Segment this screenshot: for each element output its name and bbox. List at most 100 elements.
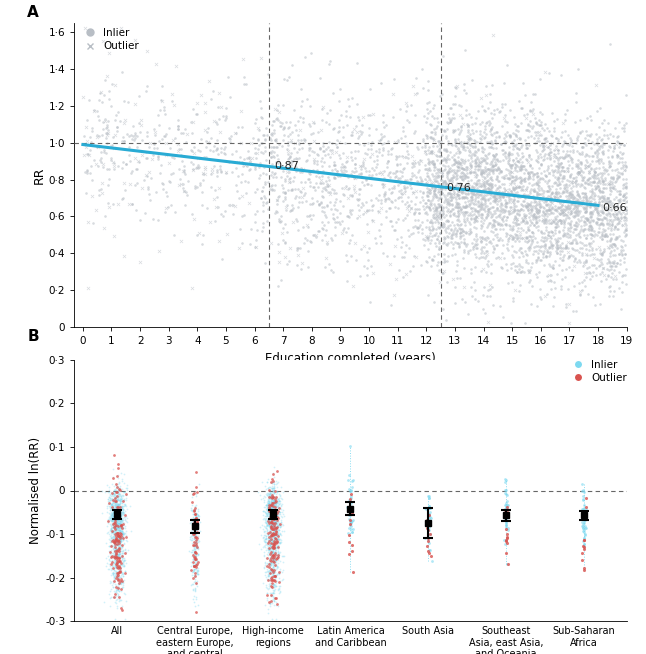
Point — [118, 547, 128, 558]
Point — [527, 258, 537, 268]
Point — [586, 191, 596, 201]
Point — [450, 157, 461, 167]
Point — [426, 254, 437, 264]
Point — [189, 534, 199, 544]
Point — [187, 594, 198, 604]
Point — [527, 209, 537, 220]
Point — [277, 183, 287, 194]
Point — [266, 539, 276, 549]
Point — [211, 144, 222, 154]
Point — [539, 133, 550, 143]
Point — [604, 179, 614, 190]
Point — [317, 114, 328, 125]
Point — [112, 519, 122, 530]
Point — [269, 526, 280, 537]
Point — [110, 555, 120, 566]
Point — [113, 504, 123, 515]
Point — [112, 509, 122, 519]
Point — [445, 117, 455, 128]
Point — [268, 550, 278, 560]
Point — [266, 508, 276, 519]
Point — [266, 546, 276, 557]
Point — [452, 211, 463, 222]
Point — [595, 192, 605, 202]
Point — [488, 233, 498, 244]
Point — [267, 521, 278, 532]
Point — [470, 161, 481, 171]
Point — [230, 201, 240, 211]
Point — [448, 239, 458, 250]
Point — [105, 576, 115, 587]
Point — [471, 181, 481, 191]
Point — [267, 493, 277, 504]
Point — [107, 515, 118, 525]
Point — [275, 586, 285, 596]
Point — [447, 250, 457, 260]
Point — [462, 206, 472, 216]
Point — [293, 129, 304, 140]
Point — [584, 179, 594, 189]
Point — [220, 206, 231, 216]
Point — [272, 518, 282, 528]
Point — [266, 129, 276, 139]
Point — [606, 272, 616, 283]
Point — [588, 206, 598, 216]
Point — [471, 240, 481, 250]
Point — [102, 120, 112, 131]
Point — [274, 534, 284, 544]
Point — [265, 523, 275, 534]
Point — [364, 243, 375, 253]
Point — [466, 148, 477, 159]
Point — [273, 516, 283, 526]
Point — [613, 189, 623, 199]
Point — [261, 499, 271, 509]
Point — [112, 500, 122, 511]
Point — [602, 165, 612, 175]
Point — [619, 190, 629, 201]
Point — [468, 167, 479, 177]
Point — [109, 158, 119, 168]
Point — [500, 146, 510, 157]
Point — [263, 528, 273, 539]
Point — [102, 164, 112, 174]
Point — [264, 496, 274, 506]
Point — [444, 154, 455, 164]
Point — [292, 147, 302, 158]
Point — [113, 580, 123, 591]
Point — [382, 162, 392, 173]
Point — [117, 545, 127, 556]
Point — [271, 534, 281, 544]
Point — [516, 176, 526, 186]
Point — [531, 205, 541, 216]
Point — [525, 243, 536, 253]
Point — [578, 175, 588, 186]
Point — [574, 198, 584, 209]
Point — [87, 175, 97, 185]
Point — [569, 201, 579, 212]
Point — [170, 206, 180, 216]
Point — [514, 95, 525, 106]
Point — [356, 244, 366, 254]
Point — [423, 525, 433, 536]
Point — [107, 508, 117, 519]
Point — [605, 209, 615, 220]
Point — [493, 156, 503, 166]
Point — [457, 230, 468, 241]
Point — [519, 209, 530, 219]
Point — [267, 496, 278, 507]
Point — [527, 218, 537, 228]
Point — [282, 144, 292, 154]
Point — [457, 192, 468, 202]
Point — [269, 479, 279, 489]
Point — [295, 167, 305, 177]
Point — [189, 526, 200, 536]
Point — [132, 131, 143, 141]
Point — [449, 186, 459, 197]
Point — [415, 172, 425, 182]
Point — [266, 517, 276, 527]
Point — [198, 167, 208, 178]
Point — [577, 277, 587, 287]
Point — [565, 146, 575, 156]
Point — [519, 167, 530, 178]
Point — [113, 514, 123, 525]
